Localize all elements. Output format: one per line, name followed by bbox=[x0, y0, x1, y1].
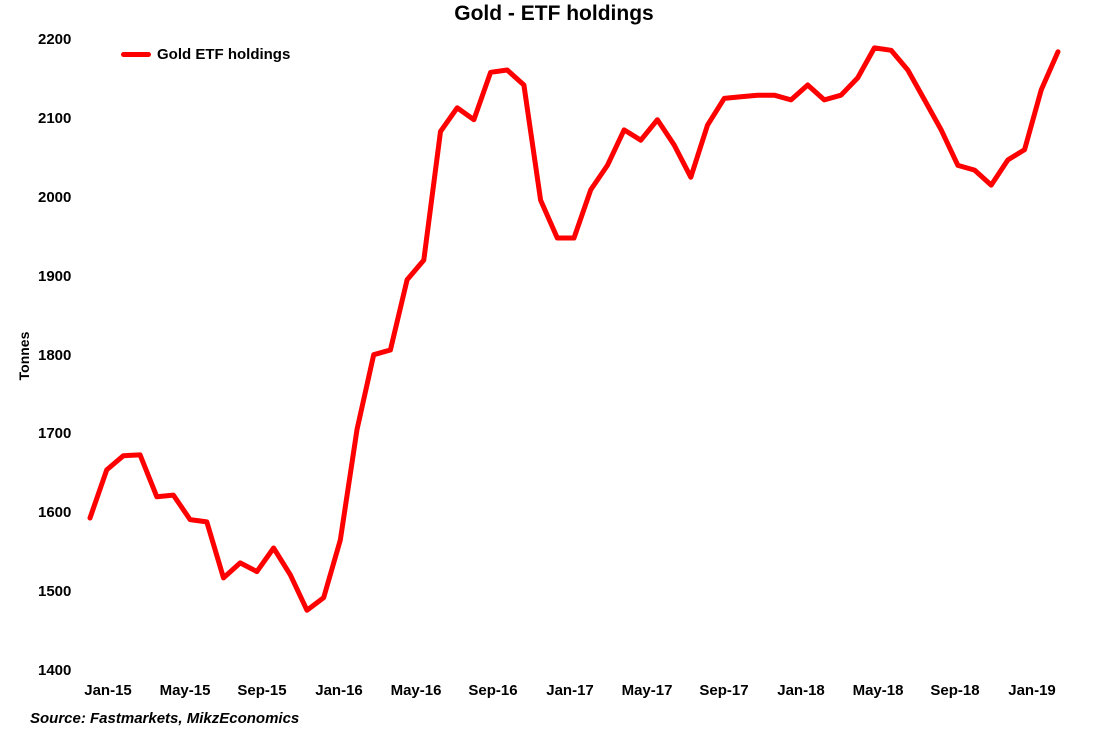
x-tick-label: Sep-18 bbox=[930, 682, 980, 699]
x-tick-label: Sep-16 bbox=[468, 682, 518, 699]
y-tick-label: 1500 bbox=[38, 583, 72, 601]
chart-title: Gold - ETF holdings bbox=[454, 2, 654, 25]
x-tick-label: Jan-17 bbox=[546, 682, 594, 699]
x-tick-label: May-16 bbox=[390, 682, 442, 699]
y-tick-label: 2100 bbox=[38, 109, 72, 127]
y-tick-label: 1600 bbox=[38, 504, 72, 522]
legend: Gold ETF holdings bbox=[121, 46, 290, 63]
y-tick-label: 2000 bbox=[38, 188, 72, 206]
x-tick-label: Jan-16 bbox=[315, 682, 363, 699]
x-tick-label: May-15 bbox=[159, 682, 211, 699]
y-tick-label: 1900 bbox=[38, 267, 72, 285]
x-tick-label: Jan-15 bbox=[84, 682, 132, 699]
legend-line-swatch-icon bbox=[121, 52, 151, 57]
x-tick-label: May-17 bbox=[621, 682, 673, 699]
x-tick-label: Sep-15 bbox=[237, 682, 287, 699]
y-tick-label: 2200 bbox=[38, 31, 72, 48]
gold-etf-line bbox=[87, 45, 1061, 613]
source-note: Source: Fastmarkets, MikzEconomics bbox=[30, 710, 300, 727]
x-tick-label: Jan-19 bbox=[1008, 682, 1056, 699]
y-tick-label: 1800 bbox=[38, 346, 72, 364]
y-tick-label: 1400 bbox=[38, 662, 72, 679]
x-tick-label: May-18 bbox=[852, 682, 904, 699]
legend-label: Gold ETF holdings bbox=[157, 46, 291, 63]
x-tick-label: Sep-17 bbox=[699, 682, 749, 699]
x-tick-label: Jan-18 bbox=[777, 682, 825, 699]
y-tick-label: 1700 bbox=[38, 425, 72, 443]
